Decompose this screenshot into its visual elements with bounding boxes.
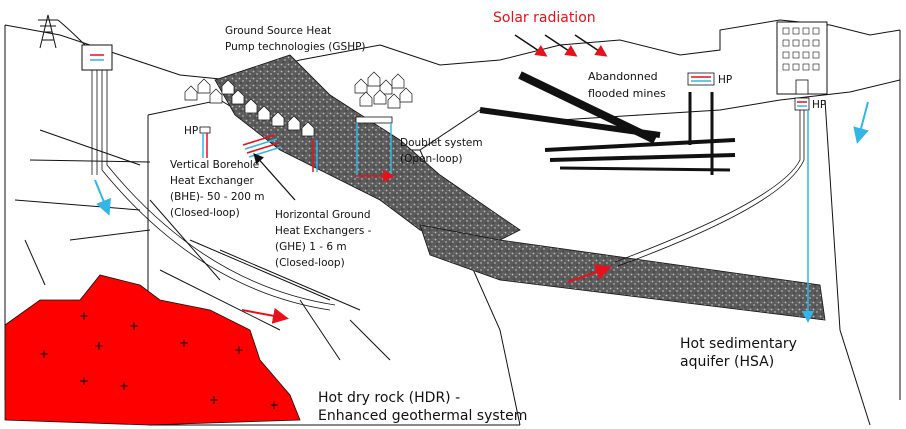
hsa-label-line2: aquifer (HSA) (680, 354, 774, 370)
ghe-label-line4: (Closed-loop) (275, 257, 345, 269)
hot-flow-arrow-hdr (241, 307, 289, 324)
ghe-label-line2: Heat Exchangers - (275, 225, 372, 237)
ghe-pointer-arrow (253, 153, 296, 201)
pylon-icon (38, 14, 86, 49)
mine-heat-pump (687, 72, 715, 86)
gshp-label-line1: Ground Source Heat (225, 25, 331, 37)
hot-dry-rock (4, 274, 301, 426)
hp-mines-label: HP (718, 74, 732, 86)
hdr-crosses (40, 312, 278, 409)
bhe-label-line2: Heat Exchanger (170, 175, 255, 187)
ghe-label-line3: (GHE) 1 - 6 m (275, 241, 347, 253)
mine-galleries (479, 71, 736, 175)
building-icon (776, 21, 828, 95)
fractures (14, 129, 391, 361)
hsa-label-line1: Hot sedimentary (680, 336, 797, 352)
bhe-label-line3: (BHE)- 50 - 200 m (170, 191, 265, 203)
doublet-label-line2: (Open-loop) (400, 153, 462, 165)
cold-flow-arrow-right (853, 101, 869, 144)
deep-aquifer (419, 224, 826, 321)
houses-left (184, 78, 315, 137)
ghe-label-line1: Horizontal Ground (275, 209, 371, 221)
hp-building-label: HP (812, 99, 826, 111)
solar-label: Solar radiation (493, 10, 596, 26)
bhe-label-line4: (Closed-loop) (170, 207, 240, 219)
cold-flow-arrow-left (94, 179, 111, 216)
mines-label-line2: flooded mines (588, 87, 666, 100)
mines-label-line1: Abandonned (588, 70, 658, 83)
hp-borehole-label: HP (184, 125, 198, 137)
vertical-bhe (199, 126, 318, 172)
hot-flow-arrow-hsa (567, 264, 612, 283)
bhe-label-line1: Vertical Borehole (170, 159, 259, 171)
hdr-label-line1: Hot dry rock (HDR) - (318, 390, 460, 406)
houses-right (354, 71, 413, 109)
substation (81, 44, 336, 311)
gshp-label-line2: Pump technologies (GSHP) (225, 41, 366, 53)
doublet-wells (355, 116, 395, 182)
hdr-label-line2: Enhanced geothermal system (318, 408, 527, 424)
doublet-label-line1: Doublet system (400, 137, 483, 149)
solar-arrows (514, 34, 608, 57)
building-heat-pump (614, 97, 814, 323)
